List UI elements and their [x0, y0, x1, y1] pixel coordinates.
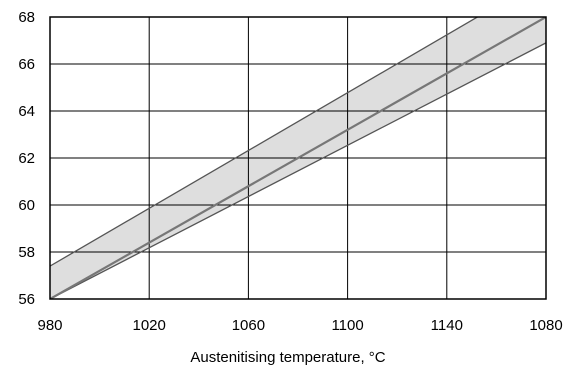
y-tick-label: 60 [18, 197, 35, 214]
x-tick-label: 1060 [232, 317, 265, 334]
y-tick-labels: 56 58 60 62 64 66 68 [18, 9, 35, 308]
center-line [50, 17, 546, 299]
x-tick-labels: 980 1020 1060 1100 1140 1080 [37, 317, 562, 334]
x-tick-label: 1100 [331, 317, 363, 334]
y-tick-label: 64 [18, 103, 35, 120]
plot-frame [49, 16, 547, 300]
y-tick-label: 56 [18, 291, 35, 308]
y-tick-label: 66 [18, 56, 35, 73]
series-lines [50, 17, 546, 299]
y-tick-label: 58 [18, 244, 35, 261]
y-tick-label: 68 [18, 9, 35, 26]
band-lower-edge [50, 42, 546, 299]
confidence-band [50, 17, 546, 299]
x-tick-label: 1020 [133, 317, 166, 334]
plot-border [49, 16, 547, 300]
band-upper-edge [50, 17, 479, 267]
x-tick-label: 980 [37, 317, 62, 334]
y-tick-label: 62 [18, 150, 35, 167]
x-tick-label: 1140 [431, 317, 463, 334]
x-tick-label: 1080 [529, 317, 562, 334]
x-axis-title: Austenitising temperature, °C [190, 349, 385, 366]
band-fill [50, 17, 546, 299]
